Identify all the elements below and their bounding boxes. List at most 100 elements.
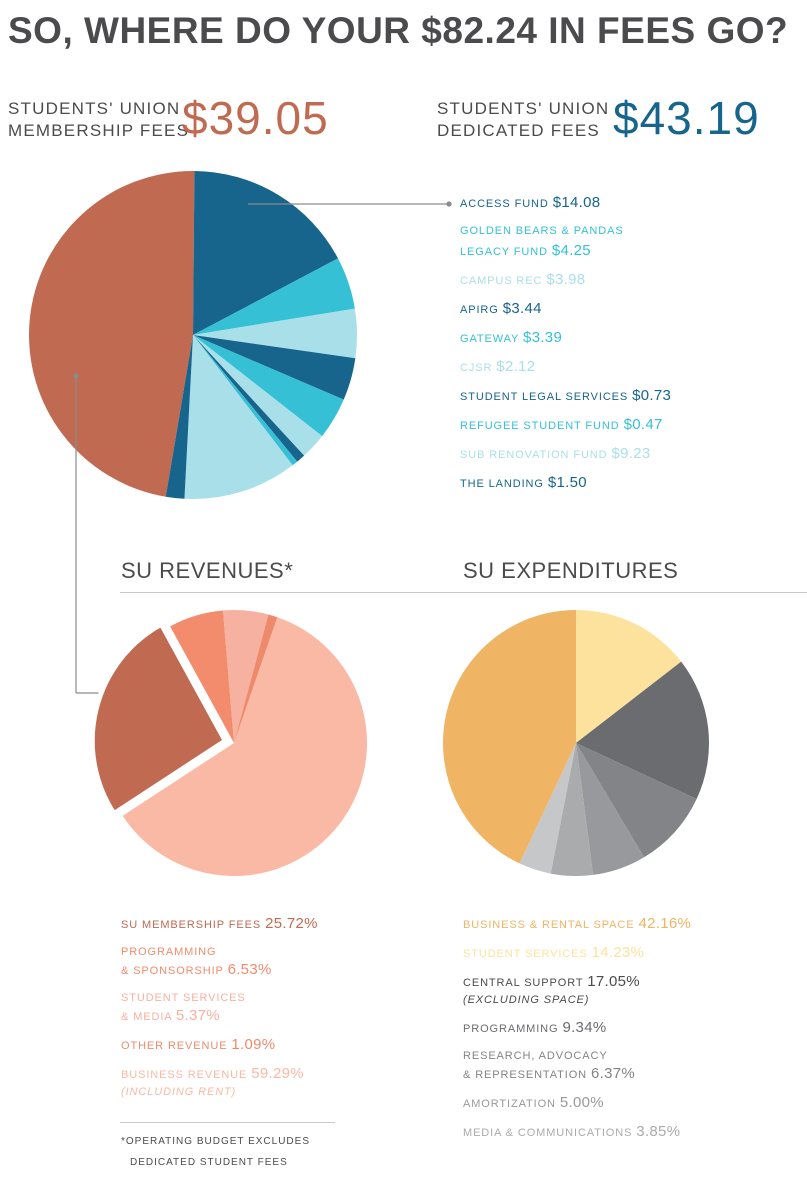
dedicated-legend-item-the-landing: THE LANDING $1.50 xyxy=(460,473,671,494)
fees-slice-access-fund xyxy=(193,171,338,335)
legend-item-name: GOLDEN BEARS & PANDAS xyxy=(460,225,624,237)
membership-label-line2: MEMBERSHIP FEES xyxy=(8,121,190,140)
revenues-slice-programming-sponsorship xyxy=(170,610,234,743)
legend-item-value: 6.53% xyxy=(227,961,272,978)
expenditures-slice-programming xyxy=(576,743,697,858)
connector-lines xyxy=(73,201,452,698)
revenues-slice-su-membership-fees xyxy=(89,620,229,818)
legend-item-value: 5.37% xyxy=(175,1007,220,1024)
legend-item-value: 3.85% xyxy=(636,1123,681,1140)
revenues-pie-chart xyxy=(89,610,367,876)
expenditures-slice-amortization xyxy=(550,743,594,876)
membership-label-line1: STUDENTS' UNION xyxy=(8,99,181,118)
expenditures-legend-item-programming: PROGRAMMING 9.34% xyxy=(463,1019,691,1038)
legend-item-name: PROGRAMMING xyxy=(121,946,217,958)
dedicated-fees-label: STUDENTS' UNION DEDICATED FEES xyxy=(437,98,609,142)
revenues-legend-item-student-services: STUDENT SERVICES & MEDIA 5.37% xyxy=(121,990,318,1026)
dedicated-legend-item-campus-rec: CAMPUS REC $3.98 xyxy=(460,270,671,291)
legend-item-name: SUB RENOVATION FUND xyxy=(460,449,608,461)
expenditures-slice-central-support xyxy=(576,661,710,800)
membership-fees-amount: $39.05 xyxy=(182,92,329,144)
legend-item-value: 17.05% xyxy=(587,973,640,990)
expenditures-legend-item-business-rental-space: BUSINESS & RENTAL SPACE 42.16% xyxy=(463,915,691,934)
legend-item-name: RESEARCH, ADVOCACY xyxy=(463,1050,608,1062)
dedicated-legend-item-access-fund: ACCESS FUND $14.08 xyxy=(460,193,671,214)
legend-item-name: SU MEMBERSHIP FEES xyxy=(121,919,262,931)
footnote-divider xyxy=(120,1122,335,1123)
legend-item-name: THE LANDING xyxy=(460,478,544,490)
legend-item-value: $0.47 xyxy=(623,416,663,433)
fees-slice-golden-bears-pandas-legacy-fund xyxy=(193,258,355,335)
expenditures-legend-item-research-advocacy: RESEARCH, ADVOCACY & REPRESENTATION 6.37% xyxy=(463,1048,691,1084)
dedicated-legend-item-sub-renovation-fund: SUB RENOVATION FUND $9.23 xyxy=(460,444,671,465)
expenditures-legend-item-central-support: CENTRAL SUPPORT 17.05% (EXCLUDING SPACE) xyxy=(463,973,691,1009)
legend-item-name: APIRG xyxy=(460,304,499,316)
legend-item-value: $1.50 xyxy=(547,474,587,491)
expenditures-title: SU EXPENDITURES xyxy=(463,558,679,583)
dedicated-label-line1: STUDENTS' UNION xyxy=(437,99,610,118)
page-title: SO, WHERE DO YOUR $82.24 IN FEES GO? xyxy=(8,10,789,51)
footnote: *OPERATING BUDGET EXCLUDES DEDICATED STU… xyxy=(121,1131,310,1173)
legend-item-value: $14.08 xyxy=(552,194,601,211)
legend-item-value: $3.44 xyxy=(502,300,542,317)
fees-slice-student-legal-services xyxy=(193,335,305,462)
legend-item-name: CENTRAL SUPPORT xyxy=(463,977,584,989)
legend-item-value: $3.39 xyxy=(523,329,563,346)
legend-item-value: 14.23% xyxy=(591,944,645,961)
legend-item-value: $0.73 xyxy=(632,387,672,404)
legend-item-value: $2.12 xyxy=(496,358,536,375)
access-fund-leader-dot xyxy=(446,201,452,207)
legend-item-note: (INCLUDING RENT) xyxy=(121,1086,237,1098)
legend-item-name-line2: & MEDIA xyxy=(121,1011,172,1023)
legend-item-name: AMORTIZATION xyxy=(463,1098,556,1110)
fees-slice-campus-rec xyxy=(193,308,357,359)
dedicated-legend-item-student-legal-services: STUDENT LEGAL SERVICES $0.73 xyxy=(460,386,671,407)
dedicated-legend-item-cjsr: CJSR $2.12 xyxy=(460,357,671,378)
expenditures-legend-item-media-communications: MEDIA & COMMUNICATIONS 3.85% xyxy=(463,1123,691,1142)
legend-item-name: PROGRAMMING xyxy=(463,1023,559,1035)
legend-item-name: ACCESS FUND xyxy=(460,198,549,210)
revenues-legend: SU MEMBERSHIP FEES 25.72% PROGRAMMING & SP… xyxy=(121,915,318,1101)
legend-item-value: 25.72% xyxy=(265,915,318,932)
fees-slice-the-landing xyxy=(165,335,193,499)
legend-item-value: 42.16% xyxy=(638,915,692,932)
membership-fees-label: STUDENTS' UNION MEMBERSHIP FEES xyxy=(8,98,189,142)
expenditures-slice-research-advocacy-representation xyxy=(576,743,645,875)
revenues-legend-item-su-membership-fees: SU MEMBERSHIP FEES 25.72% xyxy=(121,915,318,934)
legend-item-value: 5.00% xyxy=(559,1094,604,1111)
dedicated-legend-item-apirg: APIRG $3.44 xyxy=(460,299,671,320)
legend-item-name-line2: LEGACY FUND xyxy=(460,246,548,258)
legend-item-name: STUDENT SERVICES xyxy=(121,992,246,1004)
dedicated-legend-item-refugee-student-fund: REFUGEE STUDENT FUND $0.47 xyxy=(460,415,671,436)
legend-item-name: BUSINESS REVENUE xyxy=(121,1069,248,1081)
fees-pie-chart xyxy=(28,171,357,499)
expenditures-slice-business-rental-space xyxy=(443,610,576,864)
dedicated-fees-legend: ACCESS FUND $14.08 GOLDEN BEARS & PANDAS L… xyxy=(460,193,671,494)
revenues-slice-other-revenue xyxy=(234,614,278,743)
legend-item-value: $3.98 xyxy=(546,271,586,288)
legend-item-value: 6.37% xyxy=(590,1065,636,1082)
legend-item-value: 1.09% xyxy=(231,1036,276,1053)
expenditures-legend-item-student-services: STUDENT SERVICES 14.23% xyxy=(463,944,691,963)
legend-item-name-line2: & SPONSORSHIP xyxy=(121,965,224,977)
revenues-slice-student-services-media xyxy=(223,610,269,743)
legend-item-name: OTHER REVENUE xyxy=(121,1040,228,1052)
revenues-legend-item-programming: PROGRAMMING & SPONSORSHIP 6.53% xyxy=(121,944,318,980)
legend-item-name: CJSR xyxy=(460,362,493,374)
fees-slice-refugee-student-fund xyxy=(193,335,298,466)
fees-slice-gateway xyxy=(193,335,344,437)
dedicated-legend-item-gateway: GATEWAY $3.39 xyxy=(460,328,671,349)
fees-slice-students-union-membership-fees xyxy=(28,171,195,497)
legend-item-name-line2: & REPRESENTATION xyxy=(463,1069,588,1081)
fees-slice-cjsr xyxy=(193,335,323,456)
revenues-legend-item-business-revenue: BUSINESS REVENUE 59.29% (INCLUDING RENT) xyxy=(121,1065,318,1101)
legend-item-name: GATEWAY xyxy=(460,333,520,345)
dedicated-legend-item-golden-bears-pandas: GOLDEN BEARS & PANDAS LEGACY FUND $4.25 xyxy=(460,222,671,262)
expenditures-slice-student-services xyxy=(576,610,682,743)
legend-item-name: REFUGEE STUDENT FUND xyxy=(460,420,620,432)
revenues-slice-business-revenue xyxy=(122,617,367,876)
legend-item-note: (EXCLUDING SPACE) xyxy=(463,994,590,1006)
legend-item-name: BUSINESS & RENTAL SPACE xyxy=(463,919,635,931)
legend-item-name: STUDENT SERVICES xyxy=(463,948,588,960)
